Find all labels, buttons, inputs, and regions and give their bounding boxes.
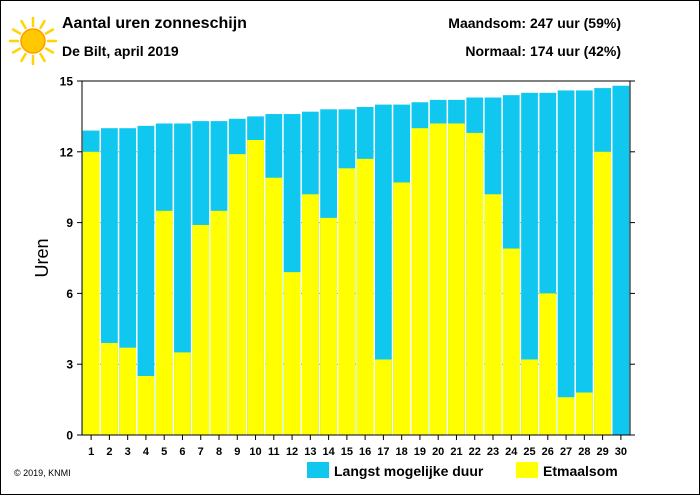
bar-daily-sum [228,154,246,435]
bar-daily-sum [82,151,100,436]
sun-ray [20,52,27,63]
plot-area [82,81,630,435]
bar-daily-sum [375,359,392,435]
bar-daily-sum [192,224,210,435]
y-tick-label: 9 [66,216,73,230]
x-tick-label: 11 [268,446,280,458]
bar-daily-sum [393,182,411,435]
sun-ray [11,47,22,54]
x-tick-label: 7 [198,446,204,458]
x-tick-label: 24 [505,446,518,458]
x-axis: 1 2 3 4 5 6 7 8 9 10 11 12 13 14 15 16 17 18 19 20 21 22 23 24 2… [88,435,627,458]
bar-max-duration [575,90,593,435]
x-tick-label: 9 [234,446,240,458]
x-tick-label: 15 [341,446,353,458]
x-tick-label: 25 [523,446,535,458]
bar-daily-sum [155,210,173,435]
x-tick-label: 18 [396,446,408,458]
x-tick-label: 26 [542,446,554,458]
legend: Langst mogelijke duur Etmaalsom [307,462,618,479]
bar-max-duration [612,85,630,435]
copyright: © 2019, KNMI [14,468,71,478]
bar-daily-sum [174,352,191,435]
x-tick-label: 4 [143,446,150,458]
x-tick-label: 14 [322,446,335,458]
sun-ray [39,52,46,63]
sun-ray [11,28,22,35]
x-tick-label: 27 [560,446,572,458]
x-tick-label: 17 [377,446,389,458]
y-tick-label: 0 [66,429,73,443]
chart-title: Aantal uren zonneschijn [62,15,247,32]
x-tick-label: 1 [88,446,94,458]
bar-daily-sum [137,376,155,435]
x-tick-label: 28 [578,446,590,458]
bar-daily-sum [119,347,137,435]
x-tick-label: 19 [414,446,426,458]
x-tick-label: 30 [615,446,627,458]
bar-max-duration [557,90,575,435]
x-tick-label: 29 [596,446,608,458]
y-axis-label: Uren [32,238,52,277]
y-tick-label: 3 [66,358,73,372]
bar-daily-sum [356,158,374,435]
x-tick-label: 6 [179,446,185,458]
sun-ray [44,28,55,35]
bar-daily-sum [484,194,502,435]
y-tick-label: 15 [60,75,74,89]
bar-daily-sum [338,168,356,435]
bar-daily-sum [283,272,301,435]
bar-daily-sum [448,123,465,435]
normal-label: Normaal: 174 uur (42%) [465,43,621,59]
gridlines [82,151,630,365]
chart-subtitle: De Bilt, april 2019 [62,43,179,59]
bar-daily-sum [210,210,228,435]
y-tick-label: 12 [60,145,74,159]
bar-daily-sum [575,392,593,435]
bar-daily-sum [411,128,429,435]
sun-ray [44,47,55,54]
x-tick-label: 21 [450,446,462,458]
plot-border [81,80,631,436]
month-sum-label: Maandsom: 247 uur (59%) [448,15,621,31]
bar-max-duration [137,125,155,435]
legend-swatch-max-duration [307,462,329,478]
bar-daily-sum [521,359,538,435]
bar-daily-sum [101,342,118,435]
bar-daily-sum [265,177,283,435]
legend-label-daily-sum: Etmaalsom [543,463,618,479]
x-tick-label: 16 [359,446,371,458]
x-tick-label: 8 [216,446,222,458]
sun-icon [8,16,58,66]
legend-label-max-duration: Langst mogelijke duur [334,463,484,479]
x-tick-label: 23 [487,446,499,458]
x-tick-label: 12 [286,446,298,458]
x-tick-label: 13 [304,446,316,458]
bar-max-duration [521,92,538,436]
bar-daily-sum [502,248,520,435]
x-tick-label: 3 [125,446,131,458]
x-tick-label: 5 [161,446,167,458]
y-axis: 0 3 6 9 12 15 [60,75,635,443]
bar-max-duration [375,104,392,435]
legend-swatch-daily-sum [516,462,538,478]
bar-daily-sum [557,397,575,435]
bars [82,85,630,436]
sun-ray [20,19,27,30]
bar-daily-sum [594,151,611,436]
sun-disc [20,28,46,54]
bar-daily-sum [539,293,557,435]
bar-daily-sum [247,140,264,435]
y-tick-label: 6 [66,287,73,301]
bar-daily-sum [320,217,337,435]
sun-ray [39,19,46,30]
x-tick-label: 22 [469,446,481,458]
bar-daily-sum [301,194,319,435]
bar-daily-sum [466,132,484,436]
bar-daily-sum [429,123,447,435]
x-tick-label: 10 [249,446,261,458]
x-tick-label: 2 [106,446,112,458]
x-tick-label: 20 [432,446,444,458]
